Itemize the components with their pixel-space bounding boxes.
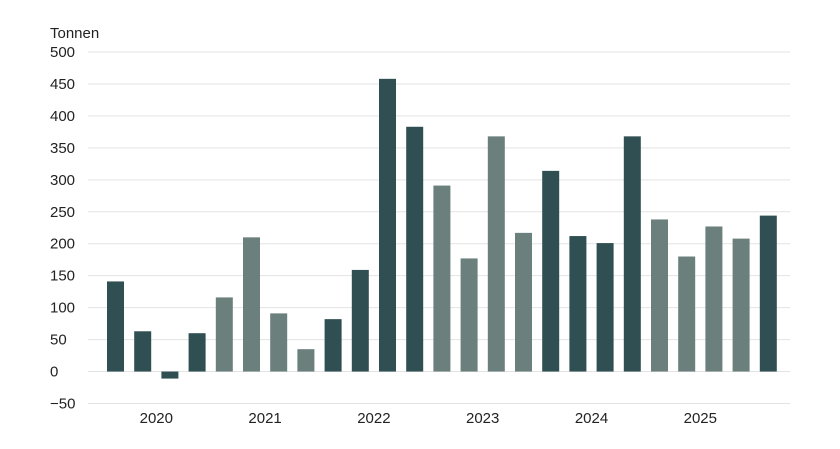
bar [270,313,288,372]
y-tick-label: 400 [50,108,75,125]
bar [433,185,451,372]
y-tick-label: 450 [50,76,75,93]
bar [705,226,723,372]
bar [161,371,179,379]
bar [406,126,424,372]
bar [107,281,124,372]
x-tick-label: 2025 [684,410,717,427]
x-tick-label: 2022 [357,410,390,427]
y-axis-ticks: −50 0 50 100 150 200 250 300 350 400 450 500 [50,44,75,413]
y-unit-label: Tonnen [50,25,99,42]
x-axis-year-labels: 2020 2021 2022 2023 2024 2025 [140,410,717,427]
bars [107,78,777,379]
x-tick-label: 2024 [575,410,608,427]
y-tick-label: 200 [50,236,75,253]
y-tick-label: 50 [50,332,67,349]
y-tick-label: 350 [50,140,75,157]
x-tick-label: 2021 [248,410,281,427]
bar [487,136,505,372]
y-tick-label: 250 [50,204,75,221]
bar [243,237,260,372]
bar [515,232,532,372]
bar [460,258,478,372]
bar [351,269,369,372]
y-tick-label: 500 [50,44,75,61]
x-tick-label: 2023 [466,410,499,427]
y-tick-label: 300 [50,172,75,189]
bar [759,215,777,372]
y-tick-label: 100 [50,300,75,317]
bar [569,236,587,372]
y-tick-label: −50 [50,396,75,413]
bar [623,136,641,372]
bar [134,331,152,372]
bar [297,349,315,372]
bar [324,319,342,372]
bar [732,238,750,372]
bar [215,297,233,372]
x-tick-label: 2020 [140,410,173,427]
bar [651,219,668,372]
bar [542,170,560,372]
y-tick-label: 0 [50,364,58,381]
bar [678,256,696,372]
bar [188,333,206,372]
bar [596,243,614,372]
bar [379,78,396,372]
y-tick-label: 150 [50,268,75,285]
